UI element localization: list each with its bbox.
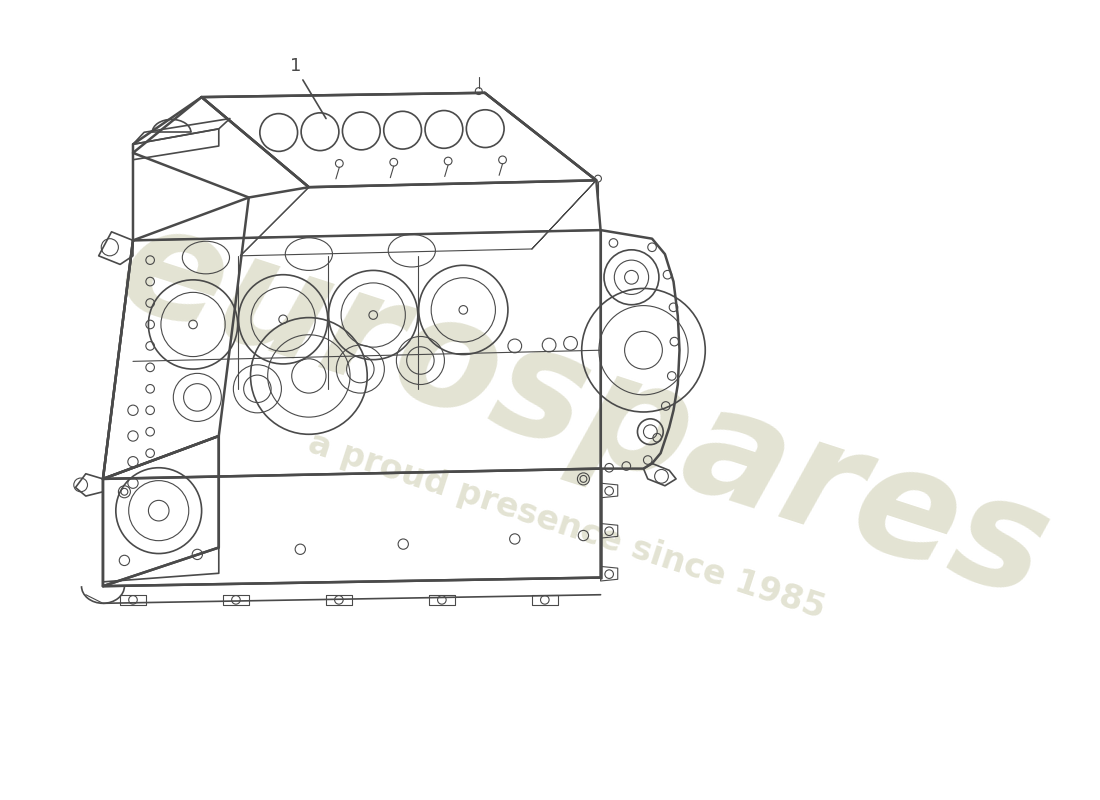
Text: 1: 1 [290,57,301,74]
Text: eurospares: eurospares [101,190,1066,630]
Text: a proud presence since 1985: a proud presence since 1985 [304,426,829,626]
